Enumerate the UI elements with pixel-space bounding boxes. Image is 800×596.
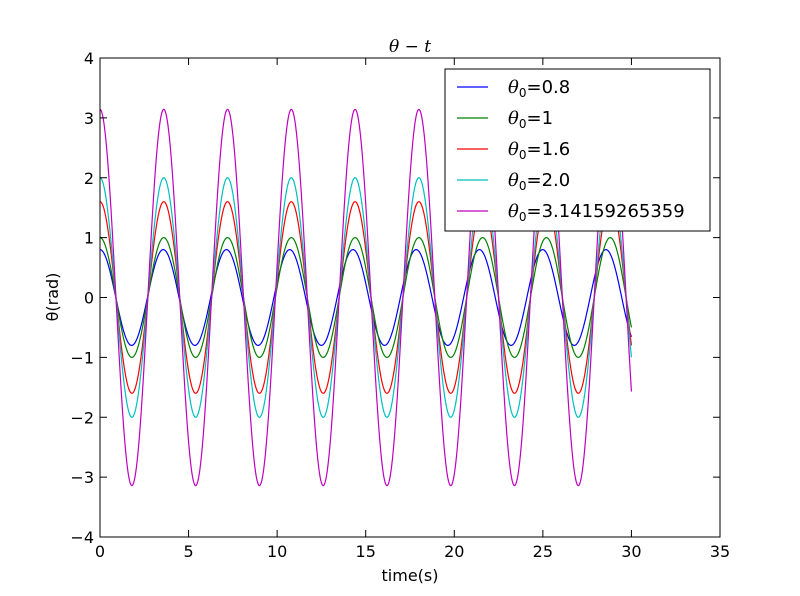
y-tick-label: 4 <box>84 49 94 68</box>
y-tick-label: −1 <box>70 348 94 367</box>
legend-label-1: θ0=1 <box>508 108 553 131</box>
series-line-1 <box>99 237 633 358</box>
x-tick-label: 20 <box>444 542 464 561</box>
legend: θ0=0.8 θ0=1 θ0=1.6 θ0=2.0 θ0=3.14159265359 <box>444 68 711 232</box>
x-tick-label: 25 <box>533 542 553 561</box>
series-line-0 <box>99 248 632 347</box>
y-tick-label: 2 <box>84 169 94 188</box>
legend-label-4: θ0=3.14159265359 <box>508 201 685 224</box>
legend-label-3: θ0=2.0 <box>508 170 570 193</box>
y-tick-label: 1 <box>84 229 94 248</box>
x-tick-label: 0 <box>95 542 105 561</box>
legend-label-2: θ0=1.6 <box>508 139 570 162</box>
x-tick-label: 5 <box>183 542 193 561</box>
y-tick-label: 0 <box>84 289 94 308</box>
chart-title: θ − t <box>389 37 431 57</box>
y-tick-label: −4 <box>70 528 94 547</box>
legend-label-0: θ0=0.8 <box>508 77 570 100</box>
x-tick-label: 30 <box>621 542 641 561</box>
y-tick-label: −2 <box>70 408 94 427</box>
y-tick-label: 3 <box>84 109 94 128</box>
x-tick-label: 15 <box>356 542 376 561</box>
x-tick-label: 35 <box>710 542 730 561</box>
x-tick-label: 10 <box>267 542 287 561</box>
ticks-group: 0 5 10 15 20 25 30 35 −4 −3 −2 −1 0 1 2 3 4 <box>70 49 730 561</box>
y-tick-label: −3 <box>70 468 94 487</box>
legend-box <box>444 68 711 232</box>
y-axis-label: θ(rad) <box>43 273 62 322</box>
x-axis-label: time(s) <box>382 566 439 585</box>
